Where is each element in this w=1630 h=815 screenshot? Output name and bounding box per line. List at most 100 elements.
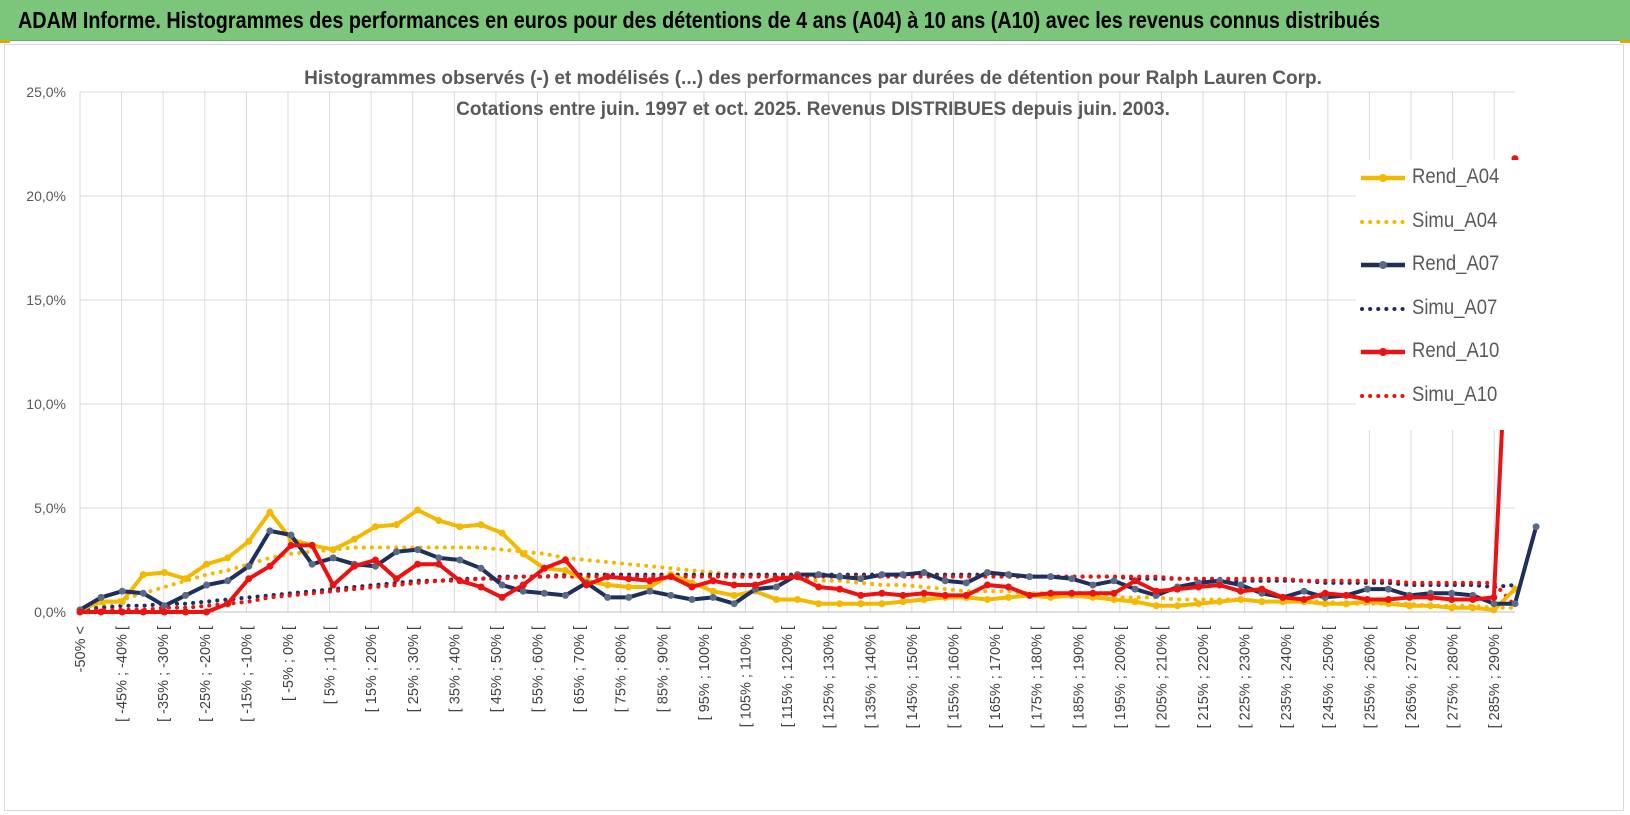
x-tick-label: [ -45% ; -40% [: [115, 626, 131, 722]
data-point-rend-a10: [350, 562, 358, 570]
data-point-rend-a04: [160, 569, 168, 576]
x-tick-label: [ 105% ; 110% [: [739, 626, 755, 727]
data-point-rend-a04: [1195, 600, 1202, 608]
data-point-rend-a04: [203, 560, 211, 568]
data-point-rend-a10: [203, 608, 211, 616]
chart-title: Histogrammes observés (-) et modélisés (…: [304, 68, 1322, 89]
x-tick-label: [ 285% ; 290% [: [1487, 626, 1503, 728]
data-point-rend-a10: [1026, 591, 1034, 599]
y-tick-label: 20,0%: [26, 188, 66, 204]
data-point-rend-a10: [1384, 596, 1392, 603]
data-point-rend-a04: [519, 550, 527, 558]
data-point-rend-a10: [1342, 591, 1350, 599]
data-point-rend-a10: [371, 556, 379, 564]
data-point-rend-a10: [414, 560, 422, 568]
data-point-rend-a07: [393, 548, 400, 556]
data-point-rend-a10: [245, 575, 253, 583]
data-point-rend-a07: [561, 591, 569, 599]
data-point-rend-a07: [1384, 585, 1392, 593]
data-point-rend-a07: [1448, 589, 1456, 597]
data-point-rend-a07: [646, 587, 654, 595]
data-point-rend-a04: [456, 523, 464, 531]
legend-item-rend-a10: Rend_A10: [1356, 337, 1531, 367]
y-tick-label: 0,0%: [34, 604, 66, 620]
series-line-rend-a10: [80, 158, 1517, 614]
data-point-rend-a10: [1321, 589, 1329, 597]
data-point-rend-a04: [245, 537, 253, 545]
data-point-rend-a04: [182, 575, 189, 583]
data-point-rend-a10: [498, 593, 506, 601]
data-point-rend-a04: [435, 517, 443, 524]
data-point-rend-a04: [561, 566, 569, 574]
series-group: [76, 155, 1540, 616]
data-point-rend-a04: [1448, 604, 1456, 612]
data-point-rend-a07: [941, 577, 949, 585]
data-point-rend-a10: [1216, 581, 1224, 589]
data-point-rend-a04: [1469, 604, 1477, 612]
data-point-rend-a07: [604, 593, 612, 601]
x-tick-label: [ -35% ; -30% [: [156, 626, 172, 722]
legend-item-simu-a04: Simu_A04: [1356, 207, 1531, 237]
data-point-rend-a04: [899, 598, 907, 606]
data-point-rend-a07: [1511, 600, 1519, 608]
data-point-rend-a04: [1427, 602, 1435, 610]
data-point-rend-a04: [1342, 600, 1350, 608]
x-tick-label: [ 135% ; 140% [: [863, 626, 879, 728]
data-point-rend-a07: [118, 587, 126, 595]
data-point-rend-a04: [329, 546, 337, 554]
data-point-rend-a04: [477, 521, 485, 529]
x-tick-label: [ 215% ; 220% [: [1196, 626, 1212, 728]
data-point-rend-a07: [540, 589, 548, 597]
y-axis: 0,0% 5,0% 10,0% 15,0% 20,0% 25,0%: [26, 84, 66, 620]
legend-swatch-simu-a07: [1360, 306, 1407, 311]
data-point-rend-a10: [329, 581, 337, 589]
data-point-rend-a10: [857, 591, 865, 599]
data-point-rend-a10: [1110, 589, 1118, 597]
x-tick-label: [ 155% ; 160% [: [946, 626, 962, 728]
data-point-rend-a07: [899, 571, 907, 579]
data-point-rend-a10: [1258, 585, 1266, 593]
x-tick-label: [ 235% ; 240% [: [1279, 626, 1295, 728]
data-point-rend-a04: [709, 587, 717, 595]
data-point-rend-a07: [815, 571, 823, 579]
data-point-rend-a07: [287, 531, 295, 539]
data-point-rend-a07: [1300, 587, 1308, 595]
data-point-rend-a07: [160, 602, 168, 610]
data-point-rend-a10: [772, 575, 780, 583]
data-point-rend-a10: [625, 575, 633, 583]
data-point-rend-a04: [1110, 596, 1118, 603]
data-point-rend-a07: [920, 569, 928, 576]
data-point-rend-a07: [1089, 581, 1097, 589]
data-point-rend-a10: [899, 591, 907, 599]
data-point-rend-a10: [920, 589, 928, 597]
data-point-rend-a10: [1152, 587, 1160, 595]
x-tick-label: [ 255% ; 260% [: [1362, 626, 1378, 728]
y-tick-label: 25,0%: [26, 84, 66, 100]
data-point-rend-a10: [308, 541, 316, 549]
data-point-rend-a07: [224, 577, 232, 585]
data-point-rend-a04: [1216, 598, 1224, 606]
x-tick-label: [ 125% ; 130% [: [822, 626, 838, 728]
data-point-rend-a07: [308, 560, 316, 568]
chart-subtitle: Cotations entre juin. 1997 et oct. 2025.…: [456, 99, 1170, 120]
data-point-rend-a10: [709, 577, 717, 585]
y-tick-label: 10,0%: [26, 396, 66, 412]
data-point-rend-a07: [1026, 573, 1034, 581]
data-point-rend-a10: [794, 573, 801, 581]
x-tick-label: -50% <: [73, 626, 89, 672]
data-point-rend-a10: [1406, 593, 1413, 601]
legend-swatch-rend-a07: [1361, 261, 1405, 269]
x-tick-label: [ 205% ; 210% [: [1154, 626, 1170, 728]
data-point-rend-a10: [604, 573, 612, 581]
data-point-rend-a07: [1047, 573, 1055, 581]
data-point-rend-a07: [1110, 577, 1118, 585]
data-point-rend-a07: [435, 554, 443, 562]
data-point-rend-a10: [1237, 587, 1245, 595]
data-point-rend-a10: [435, 560, 443, 568]
data-point-rend-a04: [393, 521, 400, 529]
data-point-rend-a07: [625, 593, 633, 601]
x-tick-label: [ 75% ; 80% [: [614, 626, 630, 712]
data-point-rend-a07: [139, 589, 147, 597]
legend-label: Simu_A07: [1412, 295, 1498, 319]
data-point-rend-a07: [456, 556, 464, 564]
